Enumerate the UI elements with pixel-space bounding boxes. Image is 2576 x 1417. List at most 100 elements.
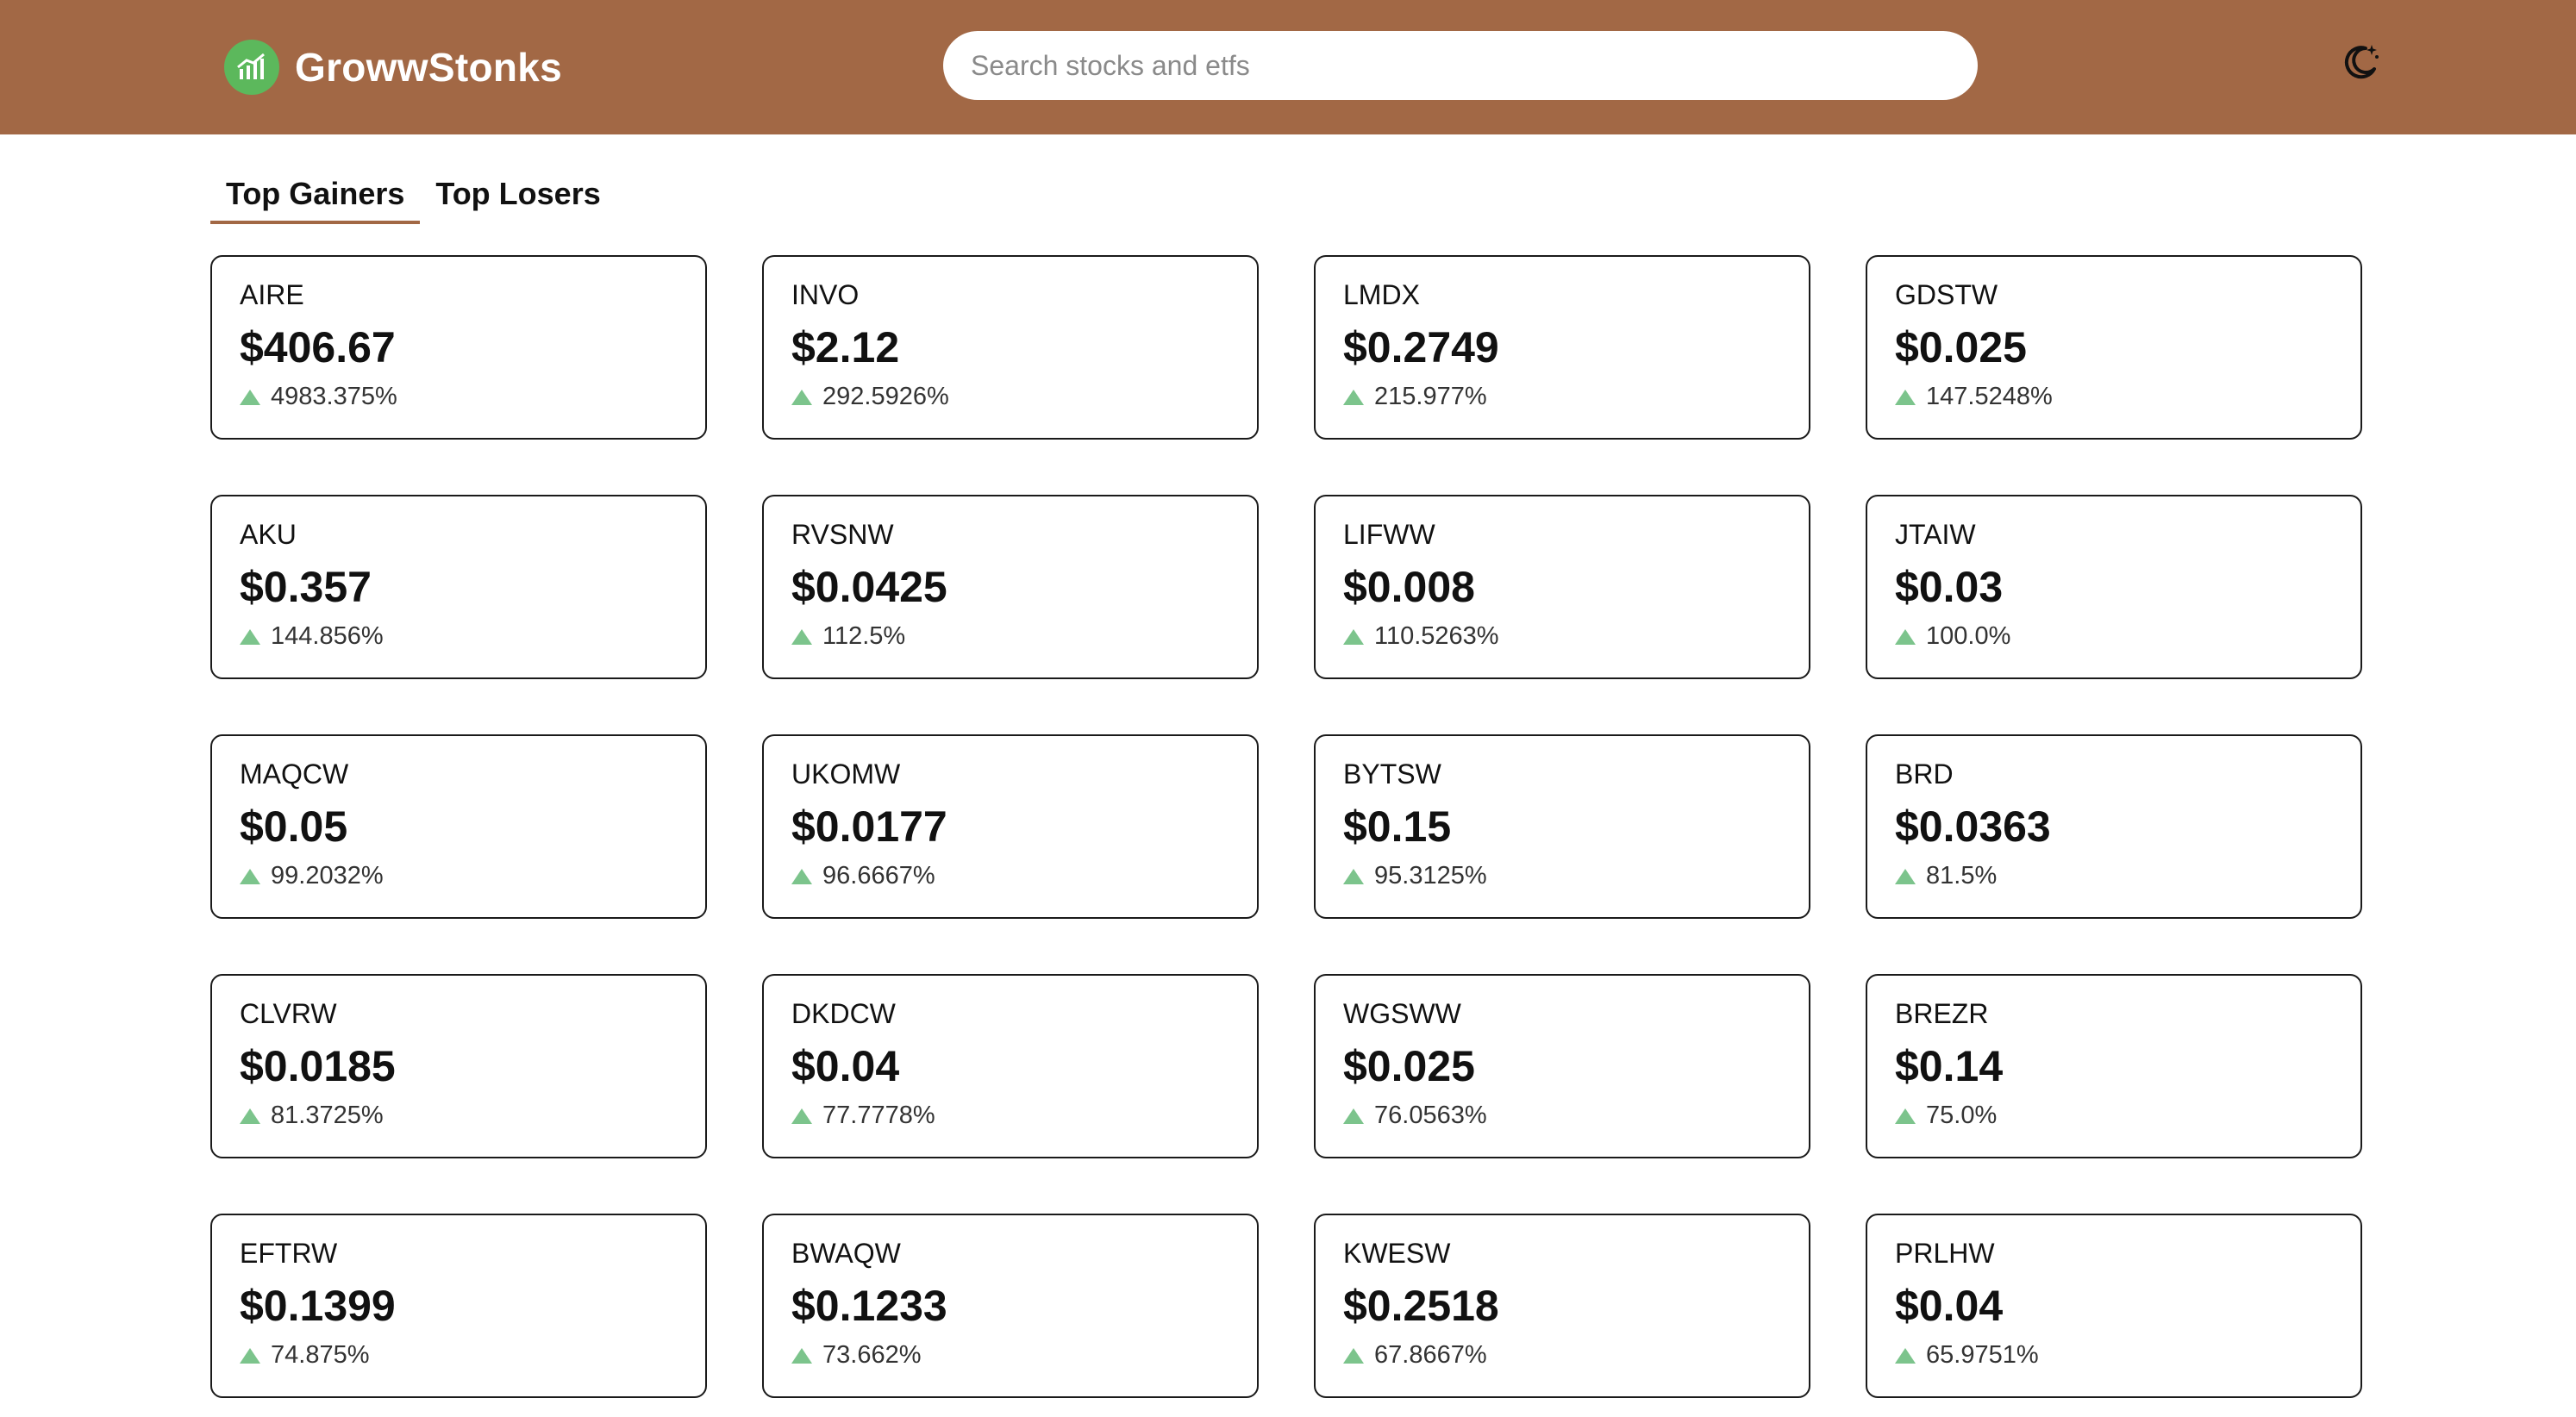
stock-card[interactable]: EFTRW $0.1399 74.875%: [210, 1214, 707, 1398]
stock-card[interactable]: INVO $2.12 292.5926%: [762, 255, 1259, 440]
stock-card[interactable]: DKDCW $0.04 77.7778%: [762, 974, 1259, 1158]
stock-change-percent: 144.856%: [271, 622, 384, 650]
stock-price: $0.357: [240, 563, 372, 611]
stock-card[interactable]: AKU $0.357 144.856%: [210, 495, 707, 679]
stock-change-percent: 95.3125%: [1374, 862, 1487, 890]
stock-change-percent: 81.3725%: [271, 1102, 384, 1129]
stock-ticker: LIFWW: [1343, 519, 1435, 550]
stock-change-percent: 81.5%: [1926, 862, 1998, 890]
stock-price: $0.2749: [1343, 323, 1499, 371]
stock-price: $406.67: [240, 323, 396, 371]
stock-change: 96.6667%: [791, 862, 1229, 890]
stock-change-percent: 67.8667%: [1374, 1341, 1487, 1369]
stock-change: 110.5263%: [1343, 622, 1781, 651]
up-triangle-icon: [1895, 1108, 1916, 1124]
up-triangle-icon: [240, 1347, 260, 1364]
stock-ticker: BYTSW: [1343, 758, 1441, 790]
stock-change: 76.0563%: [1343, 1102, 1781, 1130]
stock-ticker: BWAQW: [791, 1238, 901, 1269]
stock-price: $0.0425: [791, 563, 947, 611]
stock-ticker: WGSWW: [1343, 998, 1461, 1029]
stock-change-percent: 292.5926%: [822, 383, 949, 410]
stock-price: $0.15: [1343, 802, 1452, 851]
stock-card[interactable]: BYTSW $0.15 95.3125%: [1314, 734, 1810, 919]
stock-ticker: BREZR: [1895, 998, 1989, 1029]
stock-price: $0.03: [1895, 563, 2004, 611]
stock-change: 81.3725%: [240, 1102, 678, 1130]
stock-card[interactable]: LMDX $0.2749 215.977%: [1314, 255, 1810, 440]
stock-card[interactable]: PRLHW $0.04 65.9751%: [1866, 1214, 2362, 1398]
stock-change: 215.977%: [1343, 383, 1781, 411]
stock-change-percent: 147.5248%: [1926, 383, 2053, 410]
stock-card[interactable]: CLVRW $0.0185 81.3725%: [210, 974, 707, 1158]
stock-change: 4983.375%: [240, 383, 678, 411]
up-triangle-icon: [240, 389, 260, 405]
stock-ticker: AIRE: [240, 279, 304, 310]
stock-price: $0.025: [1895, 323, 2027, 371]
stock-ticker: LMDX: [1343, 279, 1420, 310]
stock-price: $0.008: [1343, 563, 1475, 611]
stock-change: 112.5%: [791, 622, 1229, 651]
stock-card[interactable]: BWAQW $0.1233 73.662%: [762, 1214, 1259, 1398]
stock-card[interactable]: RVSNW $0.0425 112.5%: [762, 495, 1259, 679]
stock-card[interactable]: LIFWW $0.008 110.5263%: [1314, 495, 1810, 679]
up-triangle-icon: [1343, 389, 1364, 405]
stock-card[interactable]: GDSTW $0.025 147.5248%: [1866, 255, 2362, 440]
stock-price: $0.05: [240, 802, 348, 851]
stock-change: 292.5926%: [791, 383, 1229, 411]
stock-ticker: AKU: [240, 519, 297, 550]
stock-price: $0.2518: [1343, 1282, 1499, 1330]
stock-ticker: PRLHW: [1895, 1238, 1995, 1269]
up-triangle-icon: [791, 628, 812, 645]
stock-change-percent: 77.7778%: [822, 1102, 935, 1129]
stock-change-percent: 96.6667%: [822, 862, 935, 890]
stock-card[interactable]: MAQCW $0.05 99.2032%: [210, 734, 707, 919]
up-triangle-icon: [240, 628, 260, 645]
brand[interactable]: GrowwStonks: [224, 39, 562, 96]
stock-price: $0.0363: [1895, 802, 2051, 851]
stock-change-percent: 76.0563%: [1374, 1102, 1487, 1129]
stock-change-percent: 4983.375%: [271, 383, 397, 410]
tab-top-losers[interactable]: Top Losers: [435, 176, 601, 211]
up-triangle-icon: [791, 868, 812, 884]
stock-ticker: RVSNW: [791, 519, 894, 550]
stock-card[interactable]: WGSWW $0.025 76.0563%: [1314, 974, 1810, 1158]
search-input[interactable]: [943, 31, 1978, 100]
stock-card[interactable]: UKOMW $0.0177 96.6667%: [762, 734, 1259, 919]
stock-ticker: JTAIW: [1895, 519, 1976, 550]
stock-change: 75.0%: [1895, 1102, 2333, 1130]
tab-top-gainers[interactable]: Top Gainers: [210, 169, 421, 224]
up-triangle-icon: [1343, 1347, 1364, 1364]
stock-grid: AIRE $406.67 4983.375% INVO $2.12 292.5926% LM…: [210, 255, 2362, 1398]
up-triangle-icon: [791, 389, 812, 405]
up-triangle-icon: [1343, 868, 1364, 884]
stock-card[interactable]: AIRE $406.67 4983.375%: [210, 255, 707, 440]
stock-ticker: MAQCW: [240, 758, 349, 790]
moon-icon: [2344, 45, 2379, 79]
brand-name: GrowwStonks: [295, 45, 563, 90]
stock-price: $0.04: [1895, 1282, 2004, 1330]
stock-change: 147.5248%: [1895, 383, 2333, 411]
stock-price: $0.14: [1895, 1042, 2004, 1090]
stock-price: $2.12: [791, 323, 900, 371]
stock-ticker: DKDCW: [791, 998, 896, 1029]
stock-price: $0.0177: [791, 802, 947, 851]
top-header: GrowwStonks: [0, 0, 2576, 134]
tab-bar: Top Gainers Top Losers: [210, 169, 616, 228]
stock-change: 77.7778%: [791, 1102, 1229, 1130]
stock-change-percent: 110.5263%: [1374, 622, 1499, 650]
stock-card[interactable]: JTAIW $0.03 100.0%: [1866, 495, 2362, 679]
up-triangle-icon: [240, 868, 260, 884]
stock-change-percent: 75.0%: [1926, 1102, 1998, 1129]
chart-logo-icon: [224, 40, 279, 95]
stock-change: 95.3125%: [1343, 862, 1781, 890]
stock-card[interactable]: KWESW $0.2518 67.8667%: [1314, 1214, 1810, 1398]
stock-card[interactable]: BRD $0.0363 81.5%: [1866, 734, 2362, 919]
up-triangle-icon: [1343, 1108, 1364, 1124]
stock-card[interactable]: BREZR $0.14 75.0%: [1866, 974, 2362, 1158]
up-triangle-icon: [1895, 868, 1916, 884]
stock-change-percent: 73.662%: [822, 1341, 922, 1369]
stock-change: 65.9751%: [1895, 1341, 2333, 1370]
theme-toggle-button[interactable]: [2335, 36, 2386, 88]
stock-change: 74.875%: [240, 1341, 678, 1370]
